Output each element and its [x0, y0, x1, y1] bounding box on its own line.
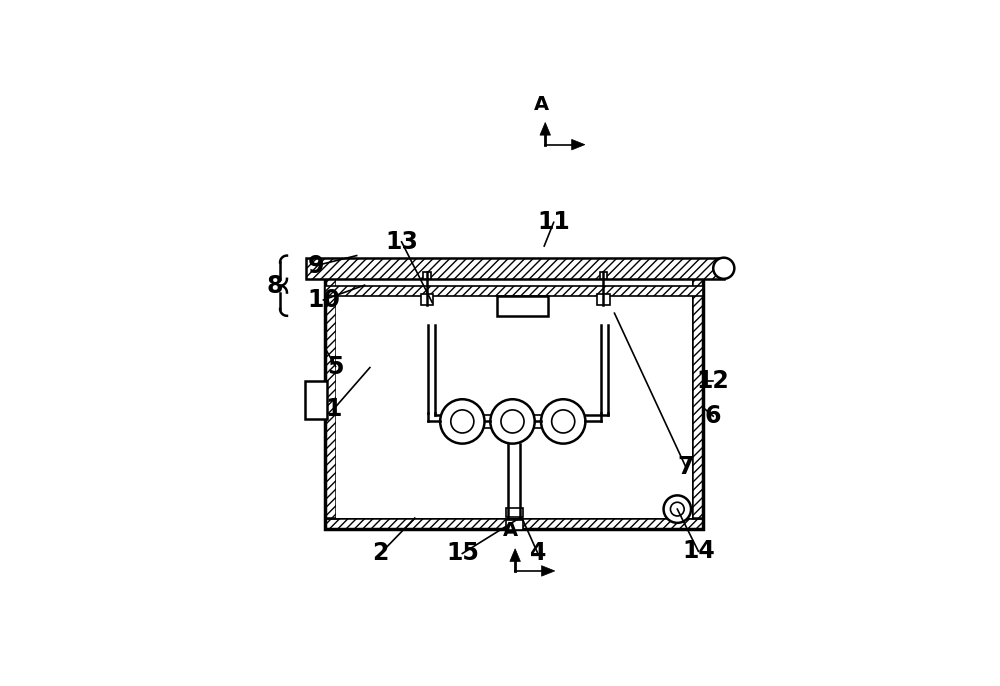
Text: 14: 14 — [682, 539, 715, 563]
Circle shape — [501, 410, 524, 433]
Polygon shape — [306, 258, 724, 279]
Bar — [597, 294, 610, 305]
Bar — [600, 272, 607, 279]
Bar — [423, 272, 431, 279]
Text: 10: 10 — [307, 288, 340, 312]
Circle shape — [670, 502, 684, 516]
Polygon shape — [325, 272, 336, 518]
Bar — [506, 520, 523, 530]
Circle shape — [664, 495, 691, 523]
Bar — [497, 296, 548, 316]
Bar — [336, 272, 692, 518]
Polygon shape — [325, 285, 703, 296]
Text: 11: 11 — [537, 211, 570, 235]
Text: 13: 13 — [385, 230, 418, 254]
Polygon shape — [325, 262, 703, 272]
Text: 7: 7 — [678, 455, 694, 479]
Text: A: A — [503, 521, 518, 541]
Circle shape — [440, 399, 485, 444]
Bar — [305, 381, 327, 419]
Circle shape — [451, 410, 474, 433]
Polygon shape — [572, 139, 585, 150]
Circle shape — [490, 399, 535, 444]
Text: 12: 12 — [697, 369, 730, 393]
Text: 9: 9 — [308, 254, 324, 278]
Text: A: A — [533, 95, 549, 114]
Text: 8: 8 — [267, 274, 283, 298]
Text: 15: 15 — [446, 541, 479, 565]
Text: 5: 5 — [327, 355, 344, 379]
Polygon shape — [542, 566, 555, 576]
Polygon shape — [325, 518, 703, 529]
Circle shape — [541, 399, 585, 444]
Polygon shape — [540, 123, 551, 135]
Text: 2: 2 — [372, 541, 389, 565]
Bar — [421, 294, 433, 305]
Bar — [325, 262, 703, 529]
Text: 6: 6 — [705, 404, 721, 428]
Bar — [506, 508, 523, 517]
Polygon shape — [510, 549, 520, 561]
Text: 1: 1 — [326, 397, 342, 421]
Circle shape — [713, 258, 734, 279]
Text: 4: 4 — [530, 541, 546, 565]
Polygon shape — [692, 272, 703, 518]
Circle shape — [552, 410, 575, 433]
